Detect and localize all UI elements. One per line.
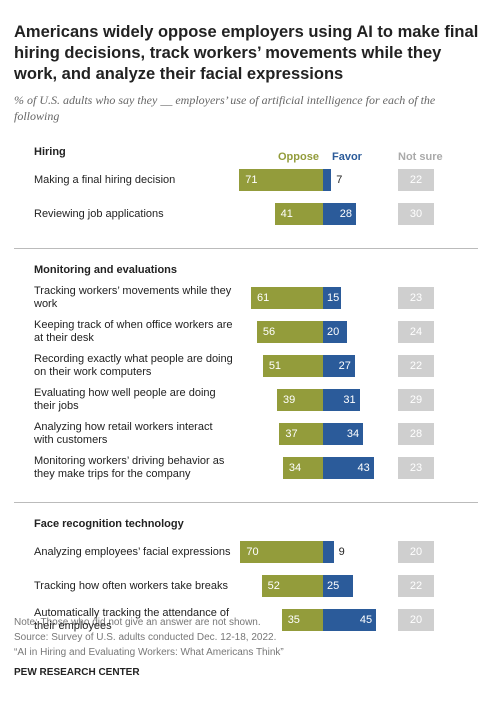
- category-label: Making a final hiring decision: [34, 173, 176, 186]
- box-not-sure: [398, 609, 434, 631]
- bar-favor: [323, 287, 341, 309]
- bar-favor: [323, 423, 364, 445]
- value-label: 43: [357, 462, 370, 474]
- value-label: 28: [409, 428, 423, 440]
- value-label: 37: [285, 428, 298, 440]
- value-label: 41: [280, 208, 293, 220]
- group-heading: Monitoring and evaluations: [34, 264, 178, 276]
- bar-favor: [323, 169, 332, 191]
- category-label: Tracking workers’ movements while they w…: [34, 285, 232, 310]
- box-not-sure: [398, 355, 434, 377]
- bar-oppose: [281, 609, 323, 631]
- bar-oppose: [279, 423, 323, 445]
- category-label: Recording exactly what people are doing …: [34, 353, 233, 378]
- category-label: Reviewing job applications: [34, 207, 164, 220]
- box-not-sure: [398, 287, 434, 309]
- value-label: 51: [268, 360, 282, 372]
- value-label: 34: [288, 462, 302, 474]
- bar-oppose: [256, 321, 323, 343]
- chart-title: Americans widely oppose employers using …: [14, 23, 479, 83]
- value-label: 20: [409, 614, 423, 626]
- box-not-sure: [398, 169, 434, 191]
- value-label: 28: [339, 208, 353, 220]
- value-label: 25: [327, 580, 340, 592]
- box-not-sure: [398, 389, 434, 411]
- group-heading: Hiring: [34, 146, 66, 158]
- report: “AI in Hiring and Evaluating Workers: Wh…: [14, 647, 284, 658]
- bar-favor: [323, 203, 357, 225]
- category-label: Evaluating how well people are doing the…: [34, 387, 216, 412]
- value-label: 61: [257, 292, 270, 304]
- credit: PEW RESEARCH CENTER: [14, 667, 140, 678]
- legend-not-sure: Not sure: [398, 151, 443, 163]
- legend-favor: Favor: [332, 151, 362, 163]
- value-label: 29: [409, 394, 423, 406]
- chart-subtitle: % of U.S. adults who say they __ employe…: [14, 93, 436, 123]
- value-label: 20: [327, 326, 340, 338]
- bar-favor: [323, 609, 377, 631]
- group-heading: Face recognition technology: [34, 518, 184, 530]
- value-label: 24: [409, 326, 423, 338]
- bar-oppose: [274, 203, 323, 225]
- bar-favor: [323, 457, 374, 479]
- category-label: Automatically tracking the attendance of…: [34, 607, 230, 632]
- value-label: 70: [246, 546, 259, 558]
- box-not-sure: [398, 423, 434, 445]
- value-label: 7: [336, 174, 343, 186]
- bar-oppose: [239, 169, 323, 191]
- value-label: 71: [245, 174, 258, 186]
- box-not-sure: [398, 575, 434, 597]
- value-label: 22: [409, 174, 423, 186]
- value-label: 35: [287, 614, 300, 626]
- bar-favor: [323, 355, 355, 377]
- separator: [14, 248, 478, 249]
- bar-oppose: [282, 457, 323, 479]
- box-not-sure: [398, 457, 434, 479]
- value-label: 27: [338, 360, 351, 372]
- bar-favor: [323, 321, 347, 343]
- value-label: 9: [338, 546, 345, 558]
- bar-oppose: [262, 355, 323, 377]
- category-label: Monitoring workers’ driving behavior as …: [34, 455, 225, 480]
- value-label: 15: [327, 292, 340, 304]
- bar-oppose: [261, 575, 323, 597]
- box-not-sure: [398, 203, 434, 225]
- value-label: 23: [409, 462, 423, 474]
- box-not-sure: [398, 321, 434, 343]
- bar-oppose: [240, 541, 323, 563]
- category-label: Analyzing how retail workers interact wi…: [34, 421, 213, 446]
- value-label: 31: [343, 394, 356, 406]
- value-label: 34: [346, 428, 360, 440]
- bar-oppose: [251, 287, 323, 309]
- bar-favor: [323, 389, 360, 411]
- value-label: 20: [409, 546, 423, 558]
- value-label: 23: [409, 292, 423, 304]
- note: Note: Those who did not give an answer a…: [14, 617, 261, 628]
- value-label: 22: [409, 360, 423, 372]
- bar-oppose: [276, 389, 323, 411]
- bar-favor: [323, 541, 334, 563]
- value-label: 52: [267, 580, 280, 592]
- value-label: 56: [262, 326, 276, 338]
- value-label: 45: [359, 614, 373, 626]
- separator: [14, 502, 478, 503]
- bar-favor: [323, 575, 353, 597]
- source: Source: Survey of U.S. adults conducted …: [14, 632, 277, 643]
- value-label: 22: [409, 580, 423, 592]
- category-label: Tracking how often workers take breaks: [34, 579, 229, 592]
- value-label: 39: [282, 394, 296, 406]
- box-not-sure: [398, 541, 434, 563]
- category-label: Analyzing employees’ facial expressions: [34, 545, 231, 558]
- legend-oppose: Oppose: [278, 151, 319, 163]
- value-label: 30: [409, 208, 423, 220]
- category-label: Keeping track of when office workers are…: [34, 319, 233, 344]
